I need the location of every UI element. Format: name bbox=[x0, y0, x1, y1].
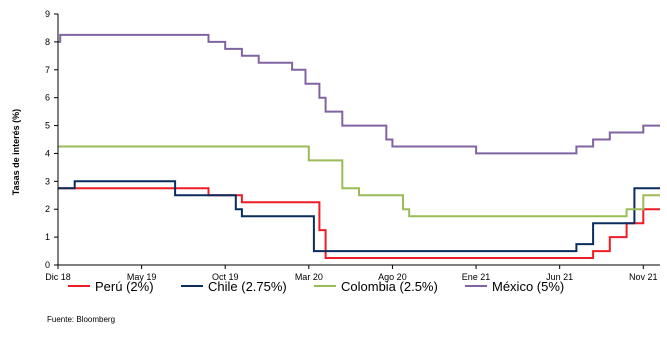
legend-label: México (5%) bbox=[492, 279, 564, 294]
x-tick-label: Ene 21 bbox=[462, 272, 491, 282]
series-line-colombia bbox=[58, 145, 660, 218]
legend: Perú (2%) Chile (2.75%) Colombia (2.5%) Méx… bbox=[68, 279, 564, 294]
y-tick-label: 2 bbox=[45, 204, 50, 214]
plot-lines bbox=[58, 33, 660, 259]
x-tick-label: Jun 21 bbox=[546, 272, 573, 282]
series-line-peru bbox=[58, 187, 660, 259]
x-tick-label: Oct 19 bbox=[212, 272, 239, 282]
y-tick-label: 3 bbox=[45, 176, 50, 186]
y-axis-title: Tasas de interés (%) bbox=[11, 109, 21, 195]
y-tick-label: 1 bbox=[45, 232, 50, 242]
series-line-chile bbox=[58, 180, 660, 253]
y-ticks: 0 1 2 3 4 5 6 7 8 9 bbox=[45, 9, 58, 270]
y-tick-label: 7 bbox=[45, 65, 50, 75]
series-line-mexico bbox=[58, 33, 660, 155]
y-tick-label: 5 bbox=[45, 121, 50, 131]
legend-label: Perú (2%) bbox=[95, 279, 154, 294]
x-ticks: Dic 18 May 19 Oct 19 Mar 20 Ago 20 Ene 21 Jun … bbox=[45, 265, 658, 282]
x-tick-label: May 19 bbox=[127, 272, 157, 282]
x-tick-label: Dic 18 bbox=[45, 272, 71, 282]
x-tick-label: Ago 20 bbox=[378, 272, 407, 282]
y-tick-label: 8 bbox=[45, 37, 50, 47]
x-tick-label: Mar 20 bbox=[295, 272, 323, 282]
y-tick-label: 6 bbox=[45, 93, 50, 103]
y-tick-label: 9 bbox=[45, 9, 50, 19]
source-note: Fuente: Bloomberg bbox=[47, 315, 115, 324]
legend-label: Chile (2.75%) bbox=[208, 279, 287, 294]
x-tick-label: Nov 21 bbox=[629, 272, 658, 282]
y-tick-label: 0 bbox=[45, 260, 50, 270]
y-tick-label: 4 bbox=[45, 148, 50, 158]
legend-label: Colombia (2.5%) bbox=[341, 279, 438, 294]
